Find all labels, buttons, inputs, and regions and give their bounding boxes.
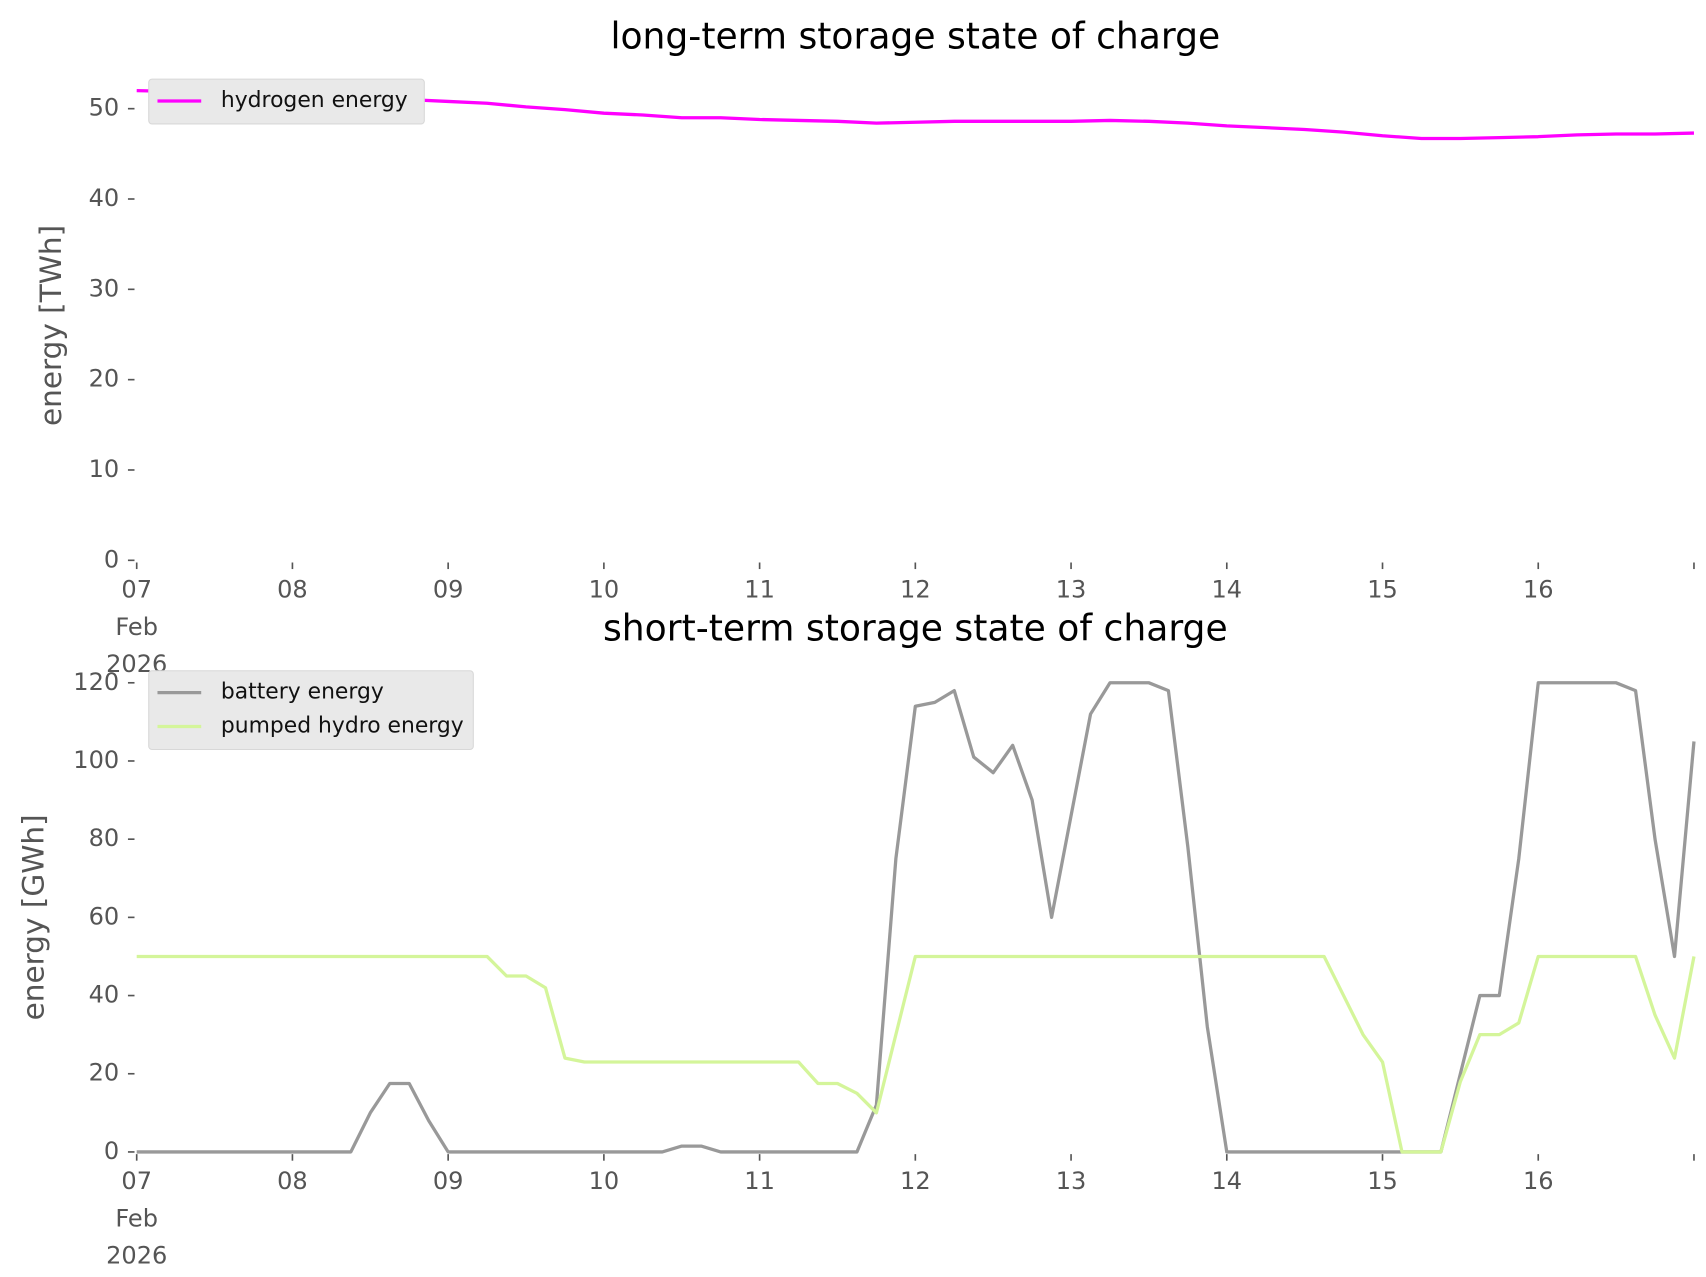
x-tick-label: 12 (900, 575, 931, 603)
y-tick-label: 20 (89, 1059, 120, 1087)
x-tick-label: 09 (433, 1167, 464, 1195)
y-tick-label: 50 (89, 94, 120, 122)
y-axis-label: energy [GWh] (16, 814, 50, 1020)
x-tick-label: 12 (900, 1167, 931, 1195)
x-tick-label: 14 (1211, 575, 1242, 603)
chart-title: long-term storage state of charge (610, 16, 1220, 58)
legend-label: hydrogen energy (221, 88, 408, 113)
y-tick-label: 120 (73, 668, 119, 696)
y-axis-label: energy [TWh] (34, 225, 68, 426)
series-line (136, 954, 1696, 1154)
y-tick-label: 80 (89, 824, 120, 852)
y-tick-label: 40 (89, 981, 120, 1009)
y-tick-label: 20 (89, 365, 120, 393)
x-tick-label: 16 (1523, 575, 1554, 603)
y-tick-label: 40 (89, 184, 120, 212)
x-tick-label: 10 (589, 575, 620, 603)
x-tick-label: 11 (744, 1167, 775, 1195)
legend: battery energy pumped hydro energy (148, 670, 474, 751)
x-tick-label: 11 (744, 575, 775, 603)
x-tick-label: 10 (589, 1167, 620, 1195)
x-tick-label: 15 (1367, 1167, 1398, 1195)
x-tick-label: 14 (1211, 1167, 1242, 1195)
y-tick-label: 10 (89, 455, 120, 483)
y-tick-label: 0 (104, 1137, 119, 1165)
legend-label: pumped hydro energy (221, 714, 464, 739)
legend-box (148, 78, 425, 125)
x-tick-label: 07 Feb 2026 (106, 1167, 167, 1270)
legend-label: battery energy (221, 680, 384, 705)
x-tick-label: 08 (277, 1167, 308, 1195)
x-tick-label: 08 (277, 575, 308, 603)
x-tick-label: 07 Feb 2026 (106, 575, 167, 678)
chart-title: short-term storage state of charge (603, 607, 1228, 649)
x-tick-label: 15 (1367, 575, 1398, 603)
legend: hydrogen energy (148, 78, 425, 125)
y-tick-label: 0 (104, 545, 119, 573)
x-tick-label: 16 (1523, 1167, 1554, 1195)
y-tick-label: 60 (89, 902, 120, 930)
x-tick-label: 09 (433, 575, 464, 603)
legend-box (148, 670, 474, 751)
x-tick-label: 13 (1056, 1167, 1087, 1195)
x-tick-label: 13 (1056, 575, 1087, 603)
y-tick-label: 30 (89, 274, 120, 302)
y-tick-label: 100 (73, 746, 119, 774)
